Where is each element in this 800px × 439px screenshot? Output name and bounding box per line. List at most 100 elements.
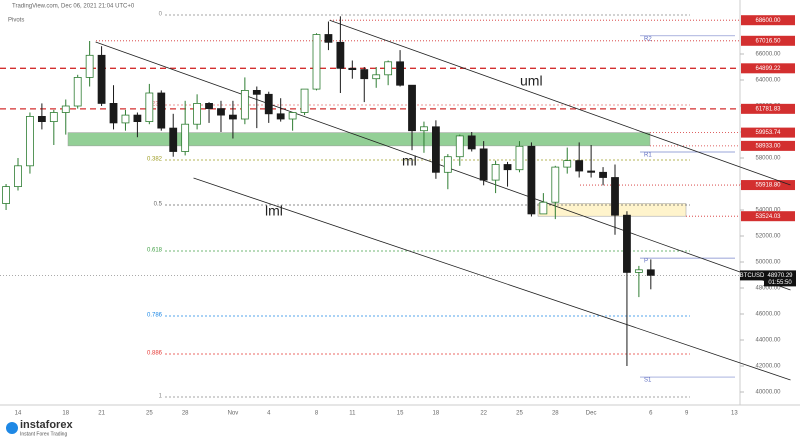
y-tick-label: 46000.00 <box>755 312 781 318</box>
logo: instaforex Instant Forex Trading <box>4 418 92 438</box>
fib-label: 0 <box>159 12 163 18</box>
candle-body <box>360 69 369 80</box>
header: TradingView.com, Dec 06, 2021 21:04 UTC+… <box>12 4 135 10</box>
candle-body <box>563 160 572 168</box>
trend-line-label: lml <box>265 203 283 219</box>
candle-body <box>336 41 345 69</box>
x-tick-label: 25 <box>516 411 523 417</box>
symbol-badge <box>740 270 764 281</box>
x-tick-label: 21 <box>98 411 105 417</box>
y-tick-label: 52000.00 <box>755 234 781 240</box>
candle-body <box>157 92 166 129</box>
plot: 40000.00 42000.00 44000.00 46000.00 48000.00… <box>0 12 796 417</box>
candle-body <box>264 93 273 115</box>
fib-label: 0.382 <box>147 157 163 163</box>
y-tick-label: 64000.00 <box>755 78 781 84</box>
pivot-label: R2 <box>644 36 652 42</box>
candle-body <box>634 269 643 273</box>
y-tick-label: 58000.00 <box>755 156 781 162</box>
fib-label: 0.5 <box>154 202 163 208</box>
candle-body <box>408 84 416 132</box>
y-tick-label: 40000.00 <box>755 390 781 396</box>
candle-body <box>97 54 106 104</box>
fib-label: 0.886 <box>147 351 163 357</box>
last-price-label: 48970.29 <box>767 273 793 279</box>
x-tick-label: 11 <box>349 411 356 417</box>
trend-line-label: uml <box>520 73 543 89</box>
candle-body <box>348 67 357 71</box>
level-badge <box>741 35 795 46</box>
candle-body <box>85 54 94 78</box>
candle-body <box>145 92 154 123</box>
candle-body <box>611 177 619 216</box>
candle-body <box>491 164 500 181</box>
candle-body <box>539 201 548 215</box>
trend-line-label: ml <box>402 153 417 169</box>
candle-body <box>527 145 536 215</box>
level-badge <box>741 127 795 138</box>
trend-line <box>329 19 791 186</box>
fib-label: 1 <box>159 394 163 400</box>
candle-body <box>312 34 321 90</box>
level-label: 61781.83 <box>755 106 781 112</box>
x-tick-label: 8 <box>315 411 319 417</box>
x-tick-label: 9 <box>685 411 689 417</box>
candle-body <box>73 77 82 107</box>
x-tick-label: 4 <box>267 411 271 417</box>
brand: instaforex <box>20 419 73 431</box>
fib-label: 0.786 <box>147 313 163 319</box>
trend-line <box>193 177 791 381</box>
candle-body <box>37 116 46 123</box>
pivot-label: S1 <box>644 378 652 384</box>
pivot-label: R1 <box>644 153 652 159</box>
candle-body <box>324 34 333 43</box>
candle-body <box>503 164 512 171</box>
candle-body <box>181 123 190 152</box>
candle-body <box>623 214 631 273</box>
x-tick-label: 25 <box>146 411 153 417</box>
candle-body <box>205 103 213 110</box>
level-label: 64899.22 <box>755 66 781 72</box>
y-tick-label: 66000.00 <box>755 52 781 58</box>
candle-body <box>240 90 249 120</box>
logo-icon <box>6 422 18 434</box>
level-label: 58933.00 <box>755 143 781 149</box>
level-badge <box>741 15 795 26</box>
pivot-label: P <box>644 259 648 265</box>
countdown-label: 01:55:50 <box>768 280 792 286</box>
candle-body <box>276 113 285 120</box>
candle-body <box>515 145 524 171</box>
level-label: 59953.74 <box>755 130 781 136</box>
level-badge <box>741 103 795 114</box>
candle-body <box>396 61 404 86</box>
x-tick-label: 6 <box>649 411 653 417</box>
candle-body <box>2 186 10 204</box>
y-tick-label: 44000.00 <box>755 338 781 344</box>
price-badge <box>764 270 796 287</box>
y-tick-label: 48000.00 <box>755 286 781 292</box>
candle-body <box>372 74 381 80</box>
level-label: 53524.03 <box>755 214 781 220</box>
level-label: 67016.50 <box>755 38 781 44</box>
brand-tagline: Instant Forex Trading <box>20 431 67 437</box>
x-tick-label: Dec <box>586 411 597 417</box>
candle-body <box>599 171 607 178</box>
candle-body <box>229 114 237 120</box>
level-label: 68600.00 <box>755 18 781 24</box>
candle-body <box>133 114 142 123</box>
level-badge <box>741 140 795 151</box>
x-tick-label: 22 <box>480 411 487 417</box>
candle-body <box>443 156 452 173</box>
candle-body <box>49 112 58 123</box>
x-tick-label: 18 <box>433 411 440 417</box>
candle-body <box>479 148 488 181</box>
candle-body <box>431 126 440 173</box>
candle-body <box>109 103 118 124</box>
candle-body <box>14 165 22 188</box>
candle-body <box>61 105 70 113</box>
candle-body <box>217 108 225 116</box>
candle-body <box>121 114 130 124</box>
x-tick-label: 14 <box>15 411 22 417</box>
x-tick-label: 15 <box>397 411 404 417</box>
